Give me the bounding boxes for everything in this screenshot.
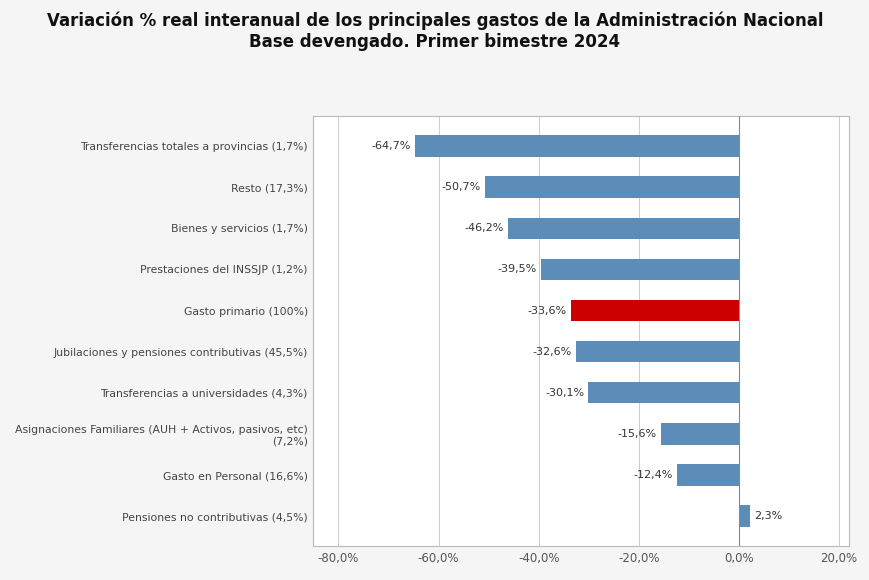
Text: -39,5%: -39,5% [497,264,536,274]
Text: -32,6%: -32,6% [532,347,571,357]
Text: -33,6%: -33,6% [527,306,566,316]
Text: -64,7%: -64,7% [371,141,410,151]
Bar [575,341,738,362]
Bar [570,300,738,321]
Bar [738,506,750,527]
Text: -12,4%: -12,4% [633,470,672,480]
Text: -46,2%: -46,2% [464,223,503,233]
Bar [415,135,738,157]
Bar [676,465,738,485]
Bar [507,218,738,239]
Bar [541,259,738,280]
Text: Variación % real interanual de los principales gastos de la Administración Nacio: Variación % real interanual de los princ… [47,12,822,51]
Bar [587,382,738,404]
Text: -15,6%: -15,6% [617,429,656,439]
Text: -50,7%: -50,7% [441,182,481,192]
Bar [660,423,738,445]
Text: 2,3%: 2,3% [753,511,782,521]
Bar [485,176,738,198]
Text: -30,1%: -30,1% [545,388,584,398]
